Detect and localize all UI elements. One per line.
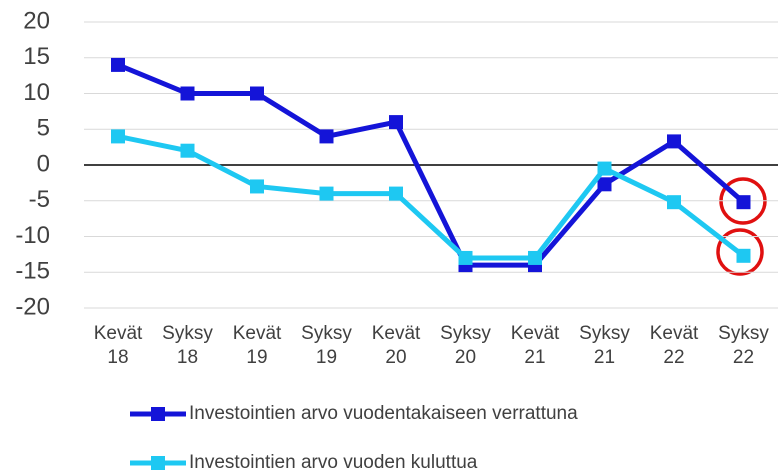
x-tick-label: Syksy 19 xyxy=(301,323,352,368)
x-tick-label: Syksy 22 xyxy=(718,323,769,368)
x-tick-label: Kevät 19 xyxy=(232,323,282,368)
x-tick-label: Syksy 18 xyxy=(162,323,213,368)
y-tick-label: 0 xyxy=(37,150,50,177)
point-marker xyxy=(667,195,681,210)
y-tick-label: 10 xyxy=(23,79,50,106)
point-marker xyxy=(319,186,334,201)
point-marker xyxy=(597,177,612,192)
legend-marker xyxy=(151,407,165,421)
x-tick-label: Kevät 18 xyxy=(93,323,143,368)
y-tick-label: -15 xyxy=(15,258,50,285)
legend-marker xyxy=(151,456,165,470)
x-tick-label: Kevät 20 xyxy=(371,323,421,368)
point-marker xyxy=(250,179,264,194)
x-tick-label: Kevät 21 xyxy=(510,323,560,368)
point-marker xyxy=(528,250,542,265)
highlight-circle xyxy=(716,228,764,276)
point-marker xyxy=(319,129,334,144)
point-marker xyxy=(736,248,751,263)
y-tick-label: -10 xyxy=(15,222,50,249)
x-tick-label: Syksy 20 xyxy=(440,323,491,368)
plot: 20 15 10 5 0 -5 -10 -15 -20 Investointien arvo vu… xyxy=(15,7,778,473)
y-tick-label: -5 xyxy=(29,186,50,213)
point-marker xyxy=(458,250,473,265)
point-marker xyxy=(180,86,195,101)
point-marker xyxy=(597,161,612,176)
legend-label: Investointien arvo vuodentakaiseen verra… xyxy=(189,403,578,424)
legend-label: Investointien arvo vuoden kuluttua xyxy=(189,452,478,473)
point-marker xyxy=(250,86,264,101)
point-marker xyxy=(736,195,751,210)
point-marker xyxy=(389,186,403,201)
y-tick-label: 20 xyxy=(23,7,50,34)
series-line xyxy=(117,133,746,261)
series-line xyxy=(117,62,746,268)
point-marker xyxy=(111,57,125,72)
y-tick-label: 15 xyxy=(23,43,50,70)
point-marker xyxy=(180,143,195,158)
y-tick-label: 5 xyxy=(37,115,50,142)
point-marker xyxy=(389,115,403,130)
y-tick-label: -20 xyxy=(15,293,50,320)
x-tick-label: Kevät 22 xyxy=(649,323,699,368)
x-tick-label: Syksy 21 xyxy=(579,323,630,368)
point-marker xyxy=(111,129,125,144)
point-marker xyxy=(667,134,681,149)
